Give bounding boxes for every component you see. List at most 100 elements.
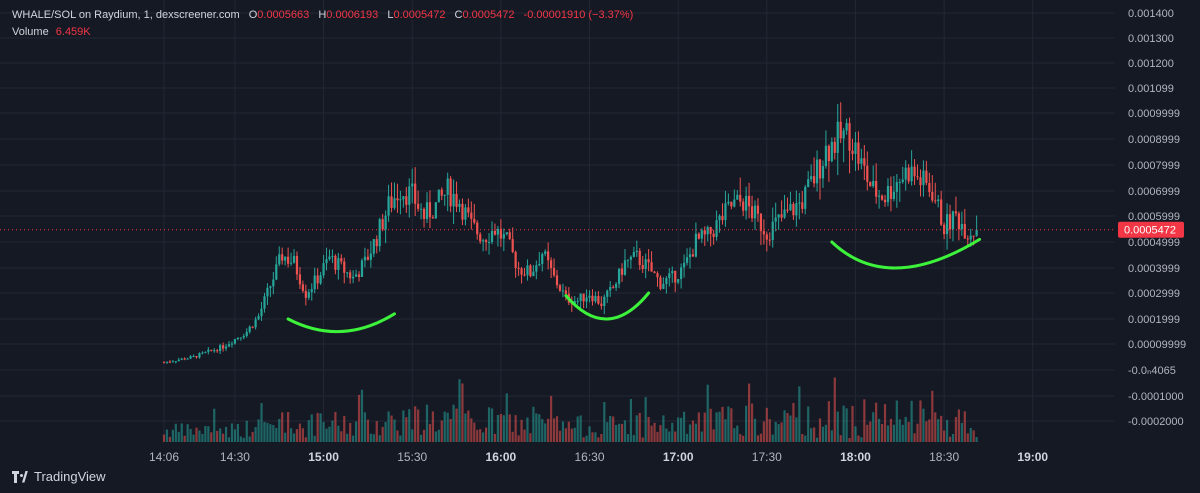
candle-body (464, 207, 467, 220)
volume-bar (925, 421, 928, 442)
candle-body (886, 186, 890, 203)
volume-bar (284, 432, 287, 442)
volume-bar (907, 422, 910, 442)
candle-body (526, 265, 529, 276)
volume-bar (446, 412, 449, 442)
volume-bar (972, 430, 975, 442)
candle-body (558, 285, 562, 291)
volume-bar (721, 406, 724, 442)
price-axis[interactable]: 0.001400 0.001300 0.001200 0.001099 0.000999… (1128, 8, 1186, 428)
candle-body (402, 196, 405, 200)
candle-body (680, 267, 683, 280)
candle-body (848, 123, 851, 151)
candle-body (753, 205, 757, 219)
candle-body (951, 211, 955, 230)
candle-body (222, 345, 225, 349)
candle-body (603, 296, 606, 307)
volume-bar (245, 420, 248, 442)
volume-bar (325, 428, 328, 442)
candle-body (585, 297, 588, 302)
volume-bar (641, 437, 644, 442)
candle-body (331, 255, 334, 257)
candle-body (635, 250, 638, 253)
candle-body (210, 349, 213, 351)
time-tick-label: 16:30 (575, 450, 605, 464)
high-label: H (318, 9, 327, 21)
candle-body (289, 262, 293, 264)
volume-bar (555, 416, 559, 442)
candle-body (452, 193, 455, 207)
candle-body (446, 178, 449, 195)
candle-body (490, 230, 494, 243)
volume-bar (901, 424, 904, 442)
volume-bar (192, 434, 195, 442)
volume-bar (824, 424, 828, 442)
candle-body (916, 176, 919, 178)
candle-body (254, 319, 257, 328)
volume-bar (470, 418, 473, 442)
candle-body (304, 290, 307, 298)
volume-bar (612, 416, 615, 442)
volume-bar (165, 429, 169, 442)
volume-bar (736, 425, 739, 442)
volume-bars (162, 377, 978, 442)
candle-body (969, 235, 972, 240)
volume-bar (316, 412, 319, 442)
candle-body (821, 166, 825, 179)
volume-bar (597, 437, 600, 442)
volume-bar (304, 437, 307, 442)
volume-bar (168, 436, 172, 442)
volume-bar (564, 428, 567, 442)
volume-bar (484, 427, 488, 442)
volume-bar (697, 412, 700, 442)
price-tick-label: 0.001300 (1128, 33, 1174, 45)
volume-bar (801, 433, 804, 442)
volume-bar (349, 422, 352, 442)
candle-body (284, 256, 287, 261)
volume-bar (975, 437, 978, 442)
candle-body (883, 199, 887, 203)
volume-bar (750, 403, 754, 442)
volume-bar (668, 431, 671, 442)
candle-body (233, 339, 237, 344)
volume-bar (768, 419, 771, 442)
tradingview-logo[interactable]: TradingView (12, 469, 106, 484)
volume-bar (715, 412, 718, 442)
candle-body (499, 228, 502, 239)
volume-bar (685, 433, 689, 442)
candle-body (674, 270, 677, 283)
volume-bar (810, 428, 813, 442)
volume-bar (414, 406, 417, 442)
candle-body (913, 166, 916, 177)
candle-body (632, 252, 635, 257)
volume-bar (609, 415, 612, 442)
volume-bar (919, 400, 922, 442)
candle-body (387, 196, 390, 216)
candle-body (975, 229, 978, 236)
price-tick-label: -0.0ₙ4065 (1128, 365, 1176, 377)
volume-bar (680, 417, 683, 442)
candle-body (505, 232, 508, 235)
candle-body (721, 215, 724, 221)
volume-bar (857, 435, 860, 442)
support-arc-annotation (564, 291, 651, 321)
candle-body (470, 212, 473, 219)
price-tick-label: 0.0008999 (1128, 134, 1180, 146)
volume-label[interactable]: Volume (12, 26, 49, 38)
price-tick-label: 0.0006999 (1128, 186, 1180, 198)
volume-bar (396, 430, 399, 442)
candle-body (745, 195, 748, 211)
candle-body (925, 170, 928, 183)
volume-bar (233, 429, 237, 442)
volume-bar (674, 431, 677, 442)
time-tick-label: 14:30 (220, 450, 250, 464)
candle-body (827, 145, 830, 162)
candle-body (759, 213, 763, 232)
volume-bar (496, 414, 500, 442)
volume-bar (266, 422, 269, 442)
symbol-title[interactable]: WHALE/SOL on Raydium, 1, dexscreener.com (12, 9, 240, 21)
time-axis[interactable]: 14:06 14:30 15:00 15:30 16:00 16:30 17:00 17:30… (149, 450, 1048, 464)
volume-bar (213, 408, 216, 442)
